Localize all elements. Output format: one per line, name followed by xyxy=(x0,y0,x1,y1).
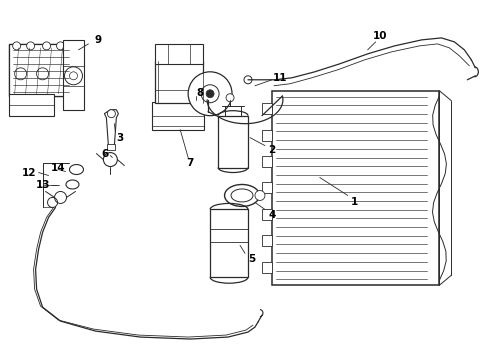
Bar xyxy=(262,183,272,193)
Bar xyxy=(218,116,248,167)
Text: 4: 4 xyxy=(268,210,275,220)
Text: 13: 13 xyxy=(35,180,50,190)
Text: 10: 10 xyxy=(372,31,387,41)
Text: 14: 14 xyxy=(51,162,66,172)
Bar xyxy=(155,44,203,64)
Text: 5: 5 xyxy=(248,254,256,264)
Bar xyxy=(63,40,84,110)
Circle shape xyxy=(37,68,49,80)
Text: 6: 6 xyxy=(102,149,109,158)
Bar xyxy=(9,44,74,96)
Circle shape xyxy=(201,85,219,103)
Bar xyxy=(262,156,272,167)
Bar xyxy=(9,94,53,116)
Circle shape xyxy=(15,68,26,80)
Text: 9: 9 xyxy=(95,35,102,45)
Bar xyxy=(262,209,272,220)
Circle shape xyxy=(43,42,50,50)
Circle shape xyxy=(206,90,214,98)
Circle shape xyxy=(255,190,265,201)
Bar xyxy=(262,103,272,114)
Circle shape xyxy=(107,110,115,118)
Text: 12: 12 xyxy=(22,167,36,177)
Bar xyxy=(152,102,204,130)
Text: 11: 11 xyxy=(272,73,287,83)
Circle shape xyxy=(54,192,67,203)
Circle shape xyxy=(70,72,77,80)
Circle shape xyxy=(13,42,21,50)
Circle shape xyxy=(188,72,232,116)
Bar xyxy=(210,210,248,277)
Text: 8: 8 xyxy=(196,88,204,98)
Circle shape xyxy=(103,153,118,167)
Circle shape xyxy=(26,42,35,50)
Bar xyxy=(107,144,115,150)
Circle shape xyxy=(65,67,82,85)
Text: 2: 2 xyxy=(269,145,275,154)
Bar xyxy=(262,235,272,246)
Circle shape xyxy=(56,42,65,50)
Bar xyxy=(262,130,272,141)
Text: 3: 3 xyxy=(117,132,124,143)
Bar xyxy=(155,61,203,103)
Circle shape xyxy=(226,94,234,102)
Bar xyxy=(272,91,440,285)
Text: 7: 7 xyxy=(187,158,194,167)
Polygon shape xyxy=(104,110,119,145)
Bar xyxy=(262,262,272,273)
Bar xyxy=(9,44,74,96)
Circle shape xyxy=(244,76,252,84)
Text: 1: 1 xyxy=(351,197,358,207)
